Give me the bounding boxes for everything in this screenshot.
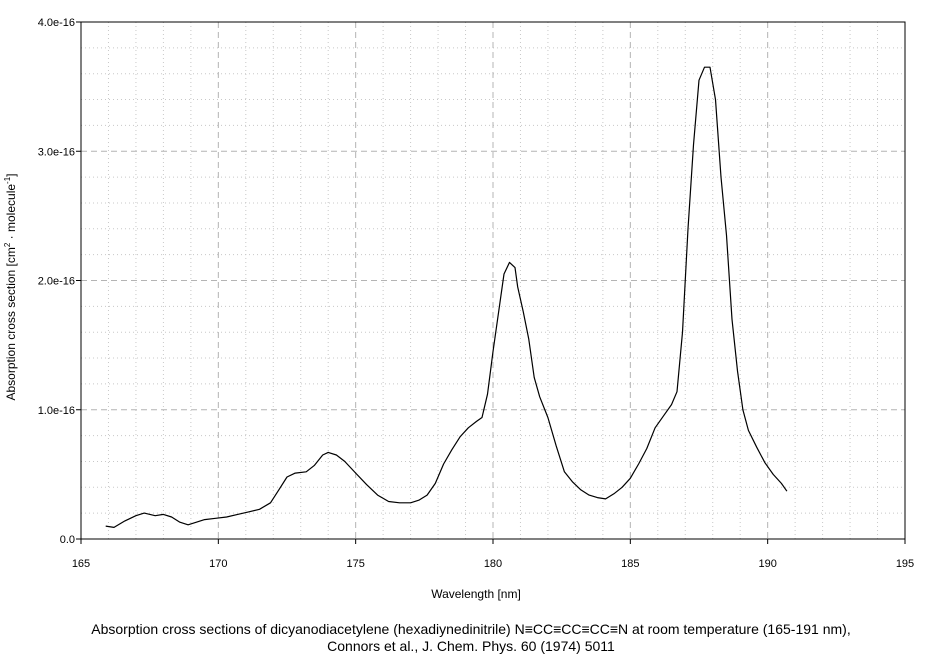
- x-tick-label: 180: [484, 558, 502, 570]
- y-tick-label: 3.0e-16: [38, 146, 75, 158]
- y-axis-title: Absorption cross section [cm2 · molecule…: [3, 173, 18, 400]
- y-axis-title-sup1: 2: [3, 242, 12, 247]
- major-grid: [81, 22, 905, 539]
- y-axis-title-middle: · molecule: [4, 184, 18, 243]
- y-axis-ticks: 0.0 1.0e-16 2.0e-16 3.0e-16 4.0e-16: [38, 17, 81, 546]
- y-tick-label: 4.0e-16: [38, 17, 75, 29]
- x-axis-ticks: 165 170 175 180 185 190 195: [72, 539, 914, 570]
- x-tick-label: 190: [758, 558, 776, 570]
- y-axis-title-suffix: ]: [4, 173, 18, 176]
- x-tick-label: 165: [72, 558, 90, 570]
- y-axis-title-prefix: Absorption cross section [cm: [4, 247, 18, 400]
- x-tick-label: 170: [209, 558, 227, 570]
- x-axis-title: Wavelength [nm]: [431, 587, 521, 601]
- y-tick-label: 2.0e-16: [38, 276, 75, 288]
- series-line: [105, 66, 788, 528]
- x-tick-label: 185: [621, 558, 639, 570]
- x-tick-label: 195: [896, 558, 914, 570]
- figure-caption-line-1: Absorption cross sections of dicyanodiac…: [91, 621, 851, 637]
- x-tick-label: 175: [346, 558, 364, 570]
- y-axis-title-sup2: -1: [3, 176, 12, 184]
- y-tick-label: 1.0e-16: [38, 405, 75, 417]
- y-tick-label: 0.0: [60, 534, 75, 546]
- absorption-spectrum-chart: 165 170 175 180 185 190 195 0.0 1.0e-16 2.0e-16 3…: [3, 17, 914, 601]
- figure-caption-line-2: Connors et al., J. Chem. Phys. 60 (1974)…: [327, 638, 615, 654]
